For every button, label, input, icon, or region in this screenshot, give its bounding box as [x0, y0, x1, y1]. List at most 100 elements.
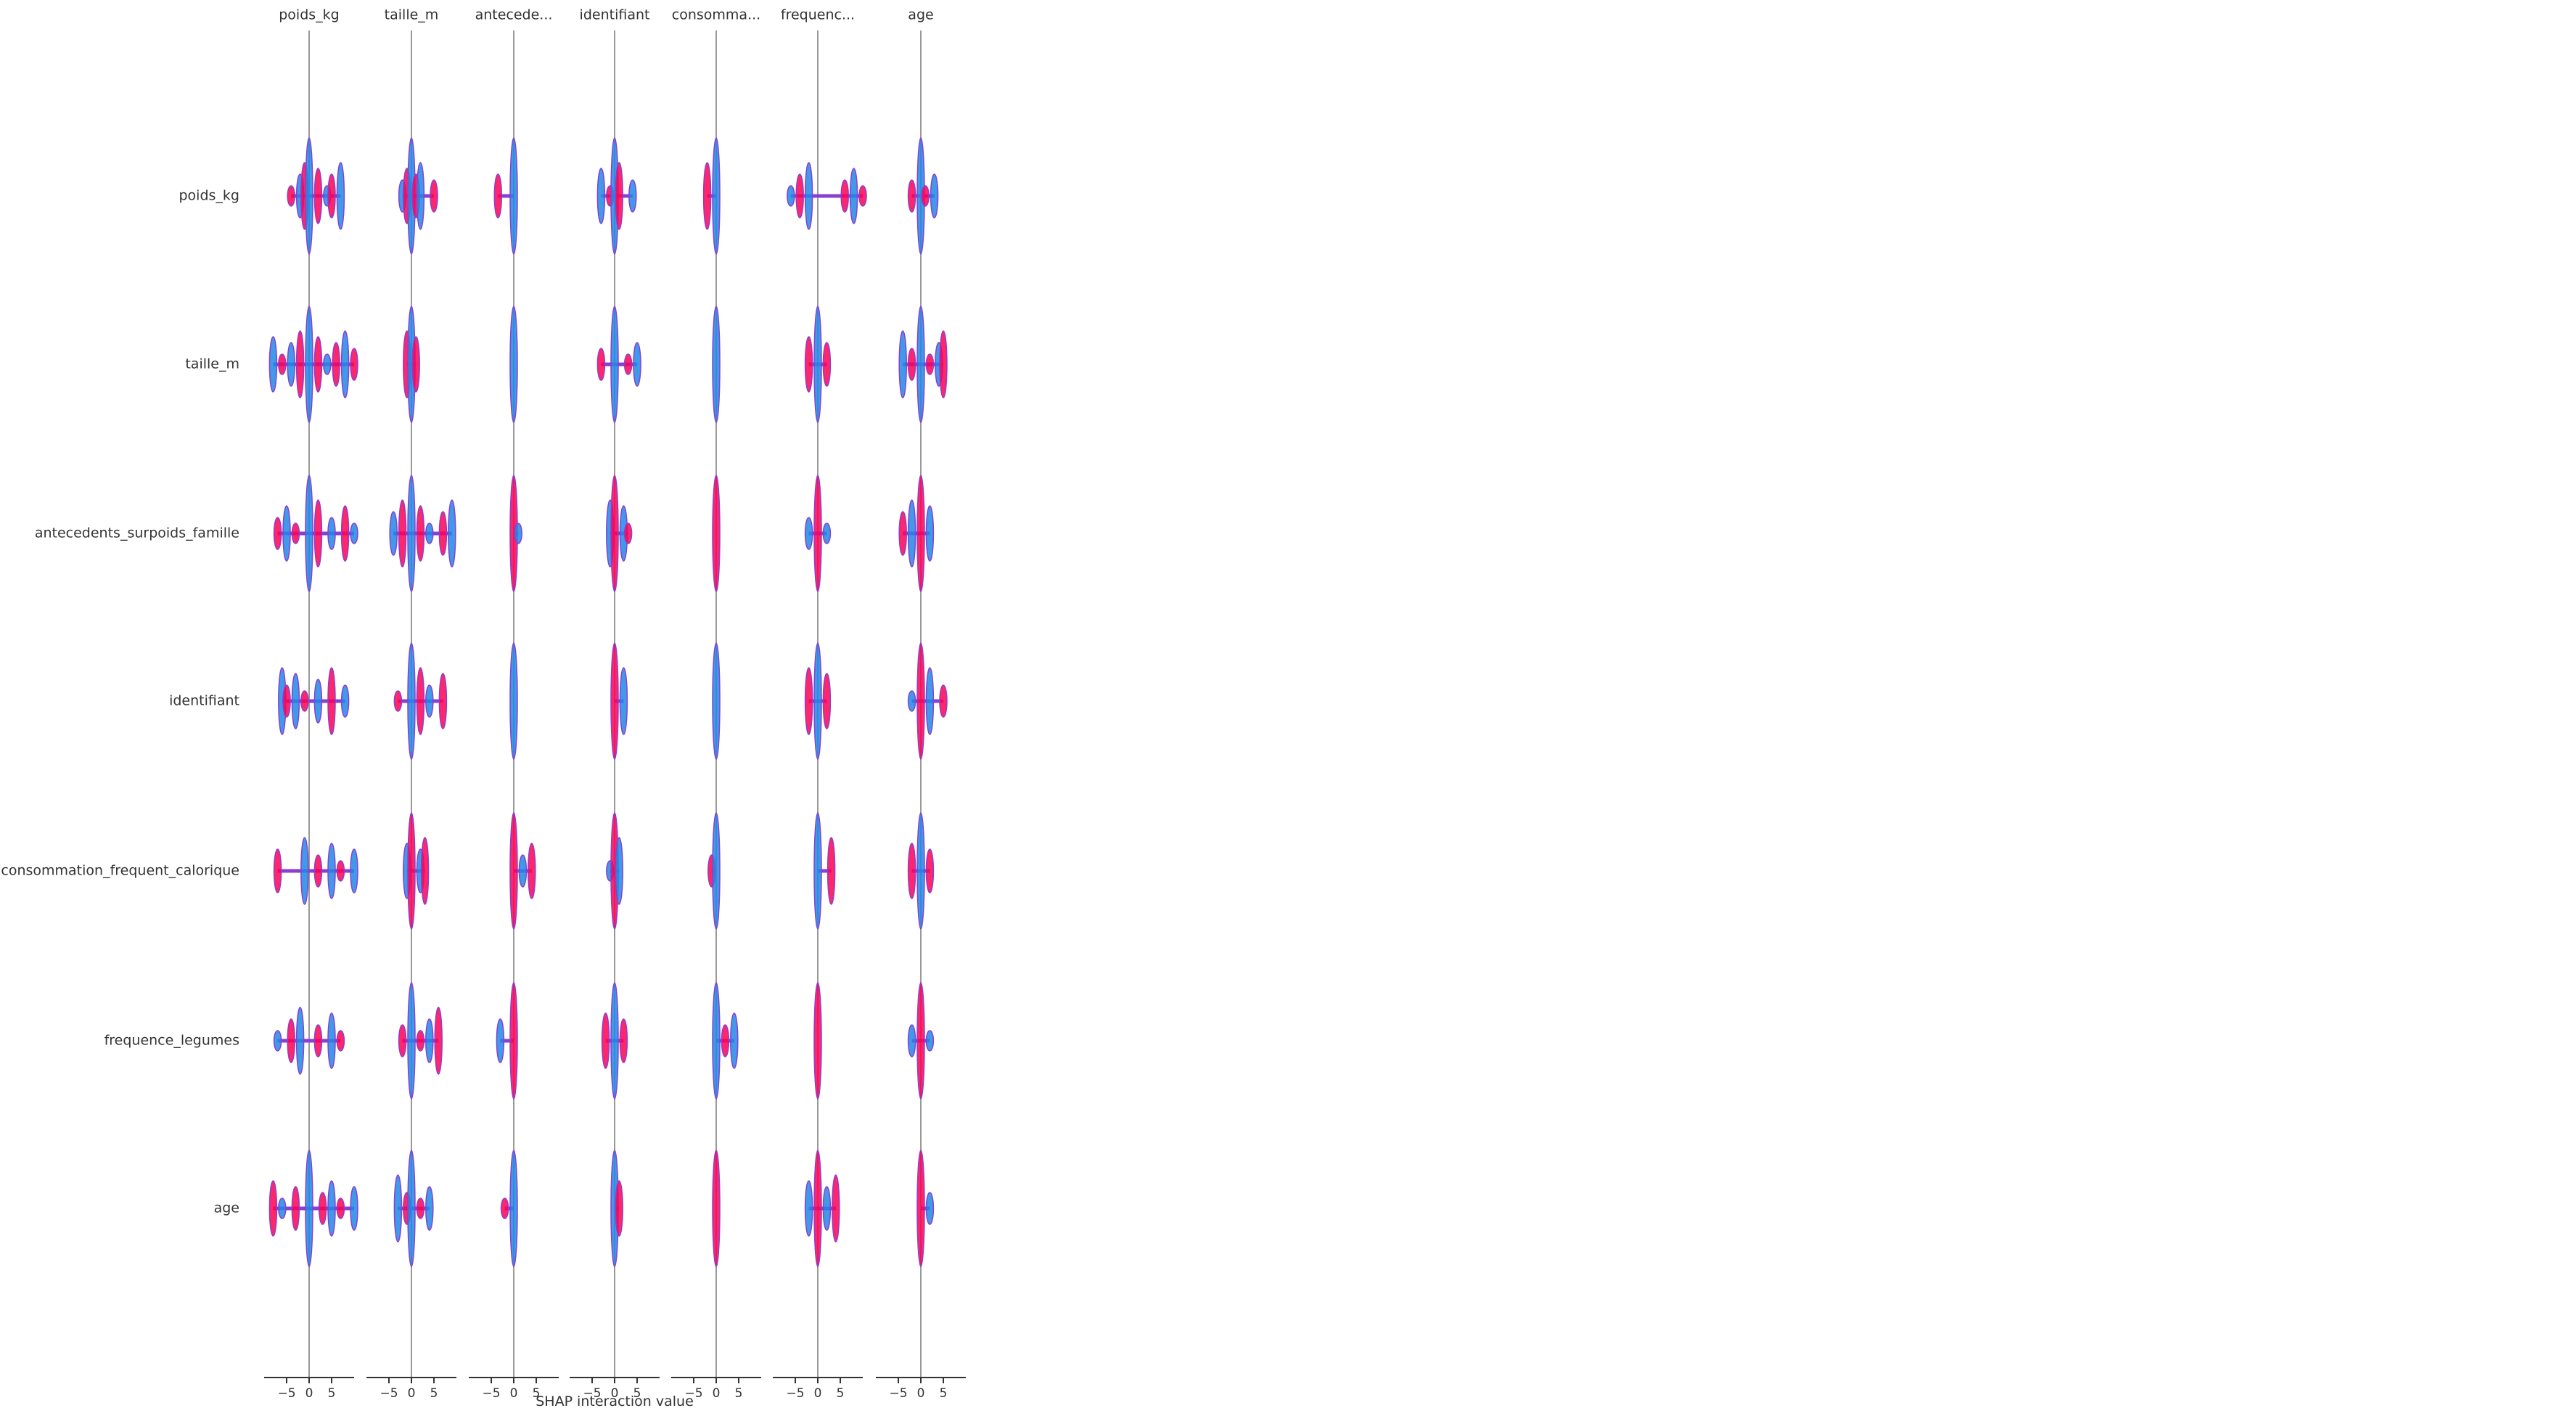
swarm-cluster	[268, 336, 278, 393]
swarm-cluster	[925, 505, 935, 562]
swarm-cluster	[300, 690, 309, 712]
swarm-cluster	[336, 1198, 345, 1219]
swarm-cluster	[425, 523, 434, 544]
swarm-cluster	[832, 1174, 840, 1243]
swarm-cluster	[313, 336, 323, 393]
swarm-cluster	[509, 1150, 518, 1267]
swarm-cluster	[619, 1018, 628, 1063]
swarm-cluster	[925, 1030, 935, 1052]
swarm-cluster	[336, 162, 345, 230]
swarm-cluster	[313, 499, 323, 568]
row-label: taille_m	[185, 356, 239, 372]
swarm-cluster	[712, 137, 721, 255]
x-tick-label: 0	[305, 1386, 313, 1401]
swarm-cluster	[509, 306, 518, 423]
swarm-cluster	[425, 1186, 434, 1231]
swarm-cluster	[305, 306, 313, 423]
swarm-cluster	[336, 1030, 345, 1052]
swarm-cluster	[858, 185, 867, 207]
swarm-cluster	[907, 179, 916, 213]
swarm-cluster	[398, 499, 407, 568]
swarm-cluster	[916, 642, 925, 760]
swarm-cluster	[615, 1180, 623, 1237]
swarm-cluster	[610, 475, 619, 592]
swarm-cluster	[287, 185, 295, 207]
swarm-cluster	[350, 348, 358, 381]
swarm-cluster	[822, 673, 832, 729]
swarm-cluster	[702, 162, 712, 230]
swarm-cluster	[509, 812, 518, 930]
swarm-cluster	[623, 353, 633, 375]
column-title: taille_m	[385, 7, 439, 23]
swarm-cluster	[528, 843, 536, 899]
row-label: frequence_legumes	[104, 1033, 239, 1049]
swarm-cluster	[619, 667, 628, 735]
swarm-cluster	[633, 342, 641, 387]
row-label: consommation_frequent_calorique	[1, 863, 239, 879]
swarm-cluster	[939, 330, 948, 398]
swarm-cluster	[712, 306, 721, 423]
swarm-cluster	[822, 523, 832, 544]
x-tick-label: 5	[328, 1386, 336, 1401]
column-title: age	[908, 7, 933, 23]
swarm-cluster	[712, 982, 721, 1100]
swarm-cluster	[305, 137, 313, 255]
x-tick-label: 0	[917, 1386, 925, 1401]
swarm-cluster	[628, 179, 637, 213]
swarm-cluster	[509, 642, 518, 760]
column-title: poids_kg	[279, 7, 340, 23]
swarm-cluster	[813, 642, 822, 760]
x-axis-label: SHAP interaction value	[536, 1393, 694, 1408]
swarm-cluster	[610, 982, 619, 1100]
swarm-cluster	[813, 475, 822, 592]
swarm-cluster	[407, 475, 416, 592]
swarm-cluster	[327, 667, 336, 735]
swarm-cluster	[416, 505, 425, 562]
swarm-cluster	[813, 1150, 822, 1267]
swarm-cluster	[340, 684, 350, 718]
swarm-cluster	[925, 667, 935, 735]
swarm-cluster	[907, 843, 916, 899]
x-tick-label: −5	[380, 1386, 398, 1401]
swarm-cluster	[336, 860, 345, 882]
swarm-cluster	[518, 854, 528, 888]
swarm-cluster	[907, 348, 916, 381]
swarm-cluster	[795, 173, 804, 218]
x-tick-label: 5	[533, 1386, 541, 1401]
swarm-cluster	[340, 330, 350, 398]
swarm-cluster	[712, 642, 721, 760]
swarm-cluster	[350, 1186, 358, 1231]
swarm-cluster	[514, 523, 522, 544]
swarm-cluster	[925, 1192, 935, 1225]
swarm-cluster	[287, 1018, 295, 1063]
swarm-cluster	[398, 1024, 407, 1057]
swarm-cluster	[393, 1174, 403, 1243]
swarm-cluster	[916, 475, 925, 592]
swarm-cluster	[623, 523, 633, 544]
swarm-cluster	[916, 306, 925, 423]
swarm-cluster	[273, 1030, 282, 1052]
swarm-cluster	[610, 642, 619, 760]
swarm-cluster	[840, 179, 849, 213]
column-title: frequenc...	[781, 7, 855, 23]
swarm-cluster	[327, 1012, 336, 1069]
swarm-cluster	[327, 173, 336, 218]
x-tick-label: 5	[633, 1386, 641, 1401]
swarm-cluster	[787, 185, 795, 207]
row-label: poids_kg	[179, 188, 240, 204]
swarm-cluster	[273, 848, 282, 893]
swarm-cluster	[509, 982, 518, 1100]
swarm-cluster	[291, 673, 300, 729]
swarm-cluster	[313, 1024, 323, 1057]
swarm-cluster	[438, 673, 448, 729]
column-title: identifiant	[580, 7, 650, 23]
swarm-cluster	[340, 505, 350, 562]
swarm-cluster	[273, 517, 282, 550]
swarm-cluster	[300, 837, 309, 905]
swarm-cluster	[268, 1180, 278, 1237]
swarm-cluster	[930, 173, 939, 218]
swarm-cluster	[327, 843, 336, 899]
swarm-cluster	[907, 1024, 916, 1057]
swarm-cluster	[318, 1192, 327, 1225]
